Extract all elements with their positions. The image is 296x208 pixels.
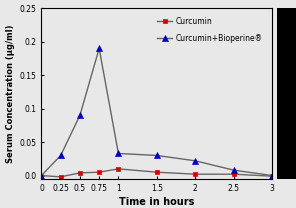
- Curcumin: [117, 168, 120, 170]
- Curcumin+Bioperine®: [40, 174, 43, 177]
- Curcumin: [155, 171, 159, 173]
- Curcumin: [271, 175, 274, 177]
- Curcumin: [59, 176, 62, 178]
- Curcumin+Bioperine®: [194, 160, 197, 162]
- Curcumin: [232, 173, 236, 175]
- Curcumin: [97, 171, 101, 173]
- Curcumin+Bioperine®: [155, 154, 159, 157]
- Curcumin+Bioperine®: [117, 152, 120, 155]
- Curcumin: [40, 174, 43, 177]
- Line: Curcumin+Bioperine®: Curcumin+Bioperine®: [39, 46, 275, 178]
- Legend: Curcumin, Curcumin+Bioperine®: Curcumin, Curcumin+Bioperine®: [155, 16, 264, 44]
- Curcumin: [194, 173, 197, 175]
- Curcumin+Bioperine®: [232, 169, 236, 171]
- Curcumin: [78, 172, 82, 174]
- X-axis label: Time in hours: Time in hours: [119, 197, 194, 207]
- Curcumin+Bioperine®: [59, 154, 62, 157]
- Curcumin+Bioperine®: [271, 174, 274, 177]
- Curcumin+Bioperine®: [78, 114, 82, 117]
- Y-axis label: Serum Concentration (µg/ml): Serum Concentration (µg/ml): [7, 24, 15, 163]
- Curcumin+Bioperine®: [97, 47, 101, 50]
- Line: Curcumin: Curcumin: [39, 166, 275, 179]
